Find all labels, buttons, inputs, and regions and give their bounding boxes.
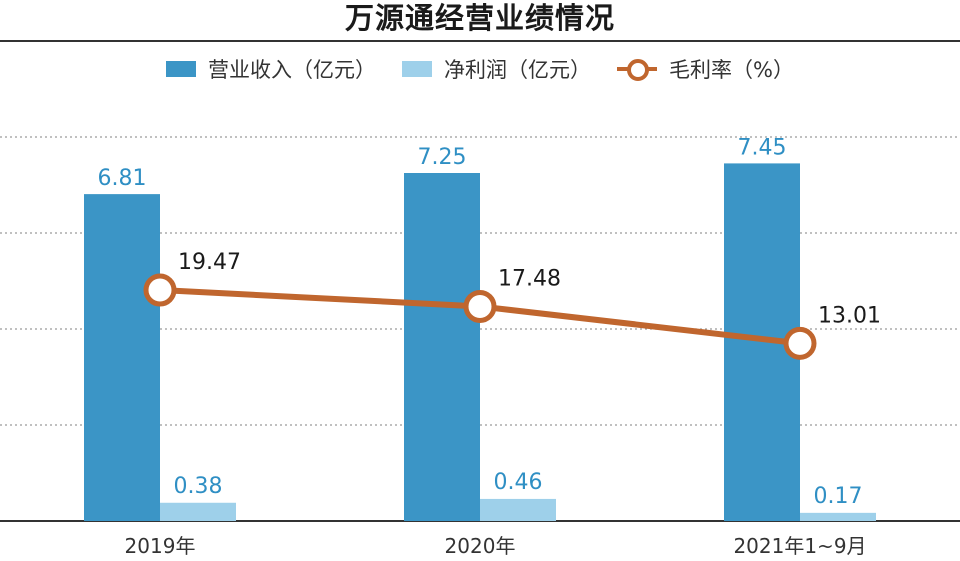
legend-item-revenue: 营业收入（亿元） [166, 54, 376, 84]
data-label-revenue-3: 7.45 [738, 135, 787, 160]
bar-profit-2 [480, 498, 556, 521]
legend-label-margin: 毛利率（%） [669, 58, 794, 82]
chart-title: 万源通经营业绩情况 [344, 1, 615, 35]
bar-revenue-1 [84, 194, 160, 521]
data-label-profit-1: 0.38 [174, 474, 223, 499]
x-tick-label-2: 2020年 [445, 534, 516, 558]
bar-profit-3 [800, 512, 876, 521]
bar-revenue-2 [404, 173, 480, 521]
data-label-profit-3: 0.17 [814, 484, 863, 509]
data-label-margin-1: 19.47 [178, 250, 241, 275]
point-margin-3 [783, 326, 817, 360]
legend-swatch-profit [402, 61, 433, 77]
legend-item-margin: 毛利率（%） [617, 54, 794, 84]
data-label-margin-2: 17.48 [498, 266, 561, 291]
legend-swatch-margin [617, 58, 658, 81]
data-label-profit-2: 0.46 [494, 470, 543, 495]
x-tick-label-3: 2021年1~9月 [733, 534, 866, 558]
point-margin-2 [463, 289, 497, 323]
x-tick-label-1: 2019年 [125, 534, 196, 558]
point-margin-1 [143, 273, 177, 307]
legend-item-profit: 净利润（亿元） [402, 54, 591, 84]
legend-swatch-revenue [166, 61, 197, 77]
title-divider [0, 40, 960, 42]
data-label-revenue-1: 6.81 [98, 166, 147, 191]
chart-legend: 营业收入（亿元） 净利润（亿元） 毛利率（%） [0, 52, 960, 86]
legend-label-revenue: 营业收入（亿元） [208, 58, 377, 82]
data-label-revenue-2: 7.25 [418, 145, 467, 170]
legend-label-profit: 净利润（亿元） [444, 58, 592, 82]
bar-profit-1 [160, 502, 236, 521]
data-label-margin-3: 13.01 [818, 303, 881, 328]
